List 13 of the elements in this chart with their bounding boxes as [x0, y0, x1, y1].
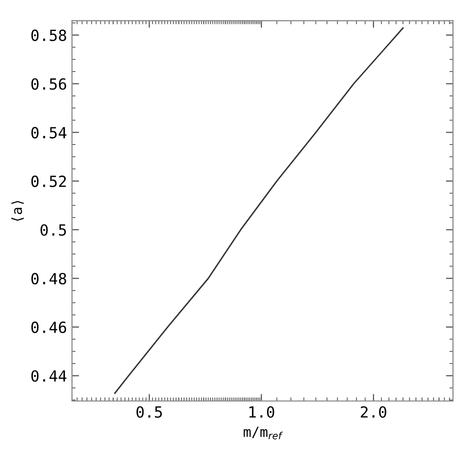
y-tick-label: 0.56	[31, 78, 66, 90]
x-tick-label: 0.5	[136, 406, 162, 418]
y-tick-label: 0.54	[31, 126, 66, 138]
x-tick-label: 1.0	[249, 406, 274, 418]
y-tick-label: 0.48	[31, 272, 66, 284]
y-tick-label: 0.5	[40, 224, 66, 236]
y-tick-label: 0.52	[31, 176, 66, 188]
y-tick-label: 0.58	[31, 30, 66, 42]
x-axis-title: m/m$_{ref}$	[244, 426, 283, 440]
y-tick-label: 0.46	[31, 322, 66, 334]
y-axis-title: ⟨a⟩	[11, 200, 24, 221]
x-tick-label: 2.0	[360, 406, 386, 418]
y-tick-label: 0.44	[31, 370, 66, 382]
